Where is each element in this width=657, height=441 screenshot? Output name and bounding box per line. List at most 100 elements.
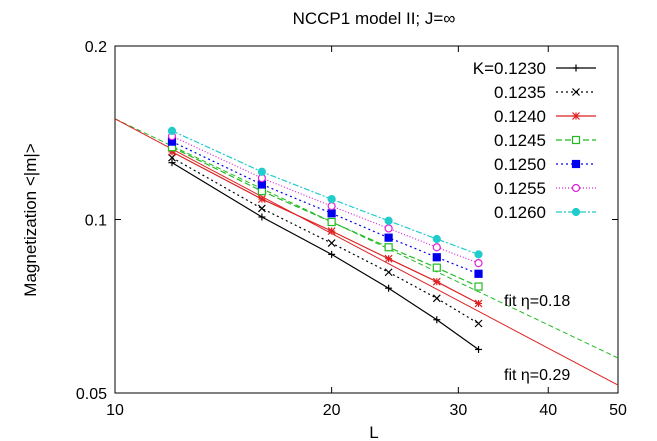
series-line [171,135,479,264]
marker-stroke [432,277,441,286]
data-point [327,217,336,227]
legend-marker [571,183,581,193]
y-axis-label: Magnetization <|m|> [21,143,40,296]
legend-marker [572,64,580,72]
marker-stroke [327,239,336,248]
marker-shape [571,207,581,217]
legend: K=0.1230 0.1235 0.1240 0.1245 0.1250 0.1255 0.… [473,59,596,222]
marker-shape [432,253,441,262]
x-tick-label: 50 [609,402,627,419]
data-point [327,201,336,211]
data-point [384,268,393,277]
data-point [168,153,176,162]
legend-marker [572,112,580,120]
data-point [474,299,483,308]
marker-shape [327,209,336,218]
legend-label: K=0.1230 [473,59,546,78]
marker-shape [384,224,393,233]
data-point [328,250,336,258]
marker-stroke [432,294,441,303]
marker-shape [384,233,393,242]
marker-shape [327,201,336,211]
legend-marker [572,88,580,96]
legend-label: 0.1240 [494,107,546,126]
data-point [257,187,266,196]
x-axis-label: L [369,423,378,441]
series-01255 [167,132,483,268]
data-point [327,227,336,235]
x-tick-label: 20 [323,402,341,419]
data-point [384,243,393,252]
marker-shape [474,269,483,278]
plot-clip-group [115,118,618,386]
data-point [384,233,393,242]
series-line [171,157,479,325]
legend-marker [571,207,581,217]
marker-shape [432,263,441,272]
data-point [474,282,483,291]
marker-shape [167,126,177,135]
marker-shape [474,250,483,259]
marker-shape [257,167,266,176]
data-point [327,194,336,204]
data-point [385,284,393,292]
marker-shape [474,282,483,291]
marker-shape [571,159,581,169]
marker-shape [327,194,336,204]
legend-label: 0.1245 [494,131,546,150]
y-tick-label: 0.2 [85,39,107,56]
legend-label: 0.1250 [494,155,546,174]
series-line [171,151,479,305]
marker-stroke [384,254,393,263]
marker-stroke [168,153,176,162]
marker-stroke [384,268,393,277]
data-point [433,316,441,324]
legend-label: 0.1260 [494,203,546,222]
plot-area: 10 20 30 40 50 0.05 0.1 0.2 fit η=0.18 fit η=0.29… [76,39,627,419]
data-point [384,254,393,263]
data-point [257,204,266,213]
legend-label: 0.1235 [494,83,546,102]
data-point [327,209,336,218]
marker-shape [474,259,483,268]
data-point [384,224,393,233]
data-point [432,277,441,286]
data-point [475,345,483,353]
marker-shape [432,234,441,244]
data-point [432,253,441,262]
series-01245 [167,143,483,291]
data-point [257,195,266,204]
legend-marker [571,135,581,145]
marker-shape [257,187,266,196]
data-point [474,259,483,268]
data-point [432,234,441,244]
data-point [474,269,483,278]
data-point [432,243,441,252]
series-K01230 [168,159,483,353]
data-point [258,213,266,221]
fit-line [115,118,618,386]
y-tick-label: 0.1 [85,213,107,230]
x-tick-label: 30 [449,402,467,419]
data-point [432,263,441,272]
data-point [167,126,177,135]
chart-title: NCCP1 model II; J=∞ [293,9,456,28]
marker-shape [384,243,393,252]
marker-stroke [572,88,580,96]
fit-label: fit η=0.29 [504,367,570,384]
x-tick-label: 10 [106,402,124,419]
x-tick-label: 40 [539,402,557,419]
marker-stroke [257,195,266,204]
marker-stroke [474,299,483,308]
data-point [257,167,266,176]
series-line [171,162,479,350]
marker-shape [571,183,581,193]
series-01260 [167,126,483,259]
series-01240 [168,147,483,308]
marker-stroke [257,204,266,213]
marker-stroke [474,319,483,328]
marker-shape [432,243,441,252]
fit-label: fit η=0.18 [504,293,570,310]
series-01250 [167,137,483,278]
series-01235 [168,153,483,328]
